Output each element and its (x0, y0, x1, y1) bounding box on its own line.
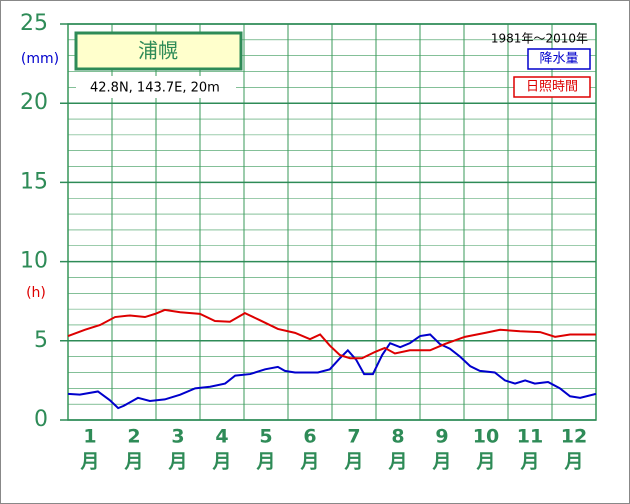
x-unit-label: 月 (519, 451, 539, 473)
x-unit-label: 月 (475, 451, 495, 473)
x-tick-label: 4 (215, 426, 228, 448)
x-tick-label: 3 (171, 426, 184, 448)
y-tick-label: 10 (20, 249, 48, 274)
series-line (67, 333, 597, 410)
legend-box (513, 76, 591, 98)
x-tick-label: 12 (561, 426, 587, 448)
x-tick-label: 8 (391, 426, 404, 448)
x-unit-label: 月 (167, 451, 187, 473)
y-unit-left: (mm) (21, 51, 59, 67)
x-unit-label: 月 (387, 451, 407, 473)
lines (67, 308, 597, 410)
x-tick-label: 9 (435, 426, 448, 448)
x-tick-label: 11 (517, 426, 543, 448)
x-unit-label: 月 (211, 451, 231, 473)
series-line (67, 308, 596, 360)
x-tick-label: 7 (347, 426, 360, 448)
x-unit-label: 月 (431, 451, 451, 473)
y-tick-label: 25 (20, 11, 48, 36)
legend-label: 降水量 (539, 52, 578, 67)
x-tick-label: 1 (83, 426, 96, 448)
x-unit-label: 月 (79, 451, 99, 473)
x-unit-label: 月 (255, 451, 275, 473)
subtitle-bg (76, 76, 236, 98)
x-unit-label: 月 (343, 451, 363, 473)
x-tick-label: 10 (473, 426, 499, 448)
legend-box (527, 48, 591, 70)
y-tick-label: 5 (34, 328, 48, 353)
y-unit-right: (h) (26, 285, 46, 301)
y-tick-label: 0 (34, 407, 48, 432)
x-unit-label: 月 (299, 451, 319, 473)
y-tick-label: 20 (20, 90, 48, 115)
legend-label: 日照時間 (526, 80, 578, 95)
x-unit-label: 月 (123, 451, 143, 473)
x-tick-label: 5 (259, 426, 272, 448)
period: 1981年～2010年 (491, 32, 588, 46)
title-box (74, 31, 243, 71)
subtitle: 42.8N, 143.7E, 20m (90, 81, 220, 96)
x-unit-label: 月 (563, 451, 583, 473)
chart-title: 浦幌 (138, 39, 178, 63)
x-tick-label: 6 (303, 426, 316, 448)
x-tick-label: 2 (127, 426, 140, 448)
y-tick-label: 15 (20, 169, 48, 194)
